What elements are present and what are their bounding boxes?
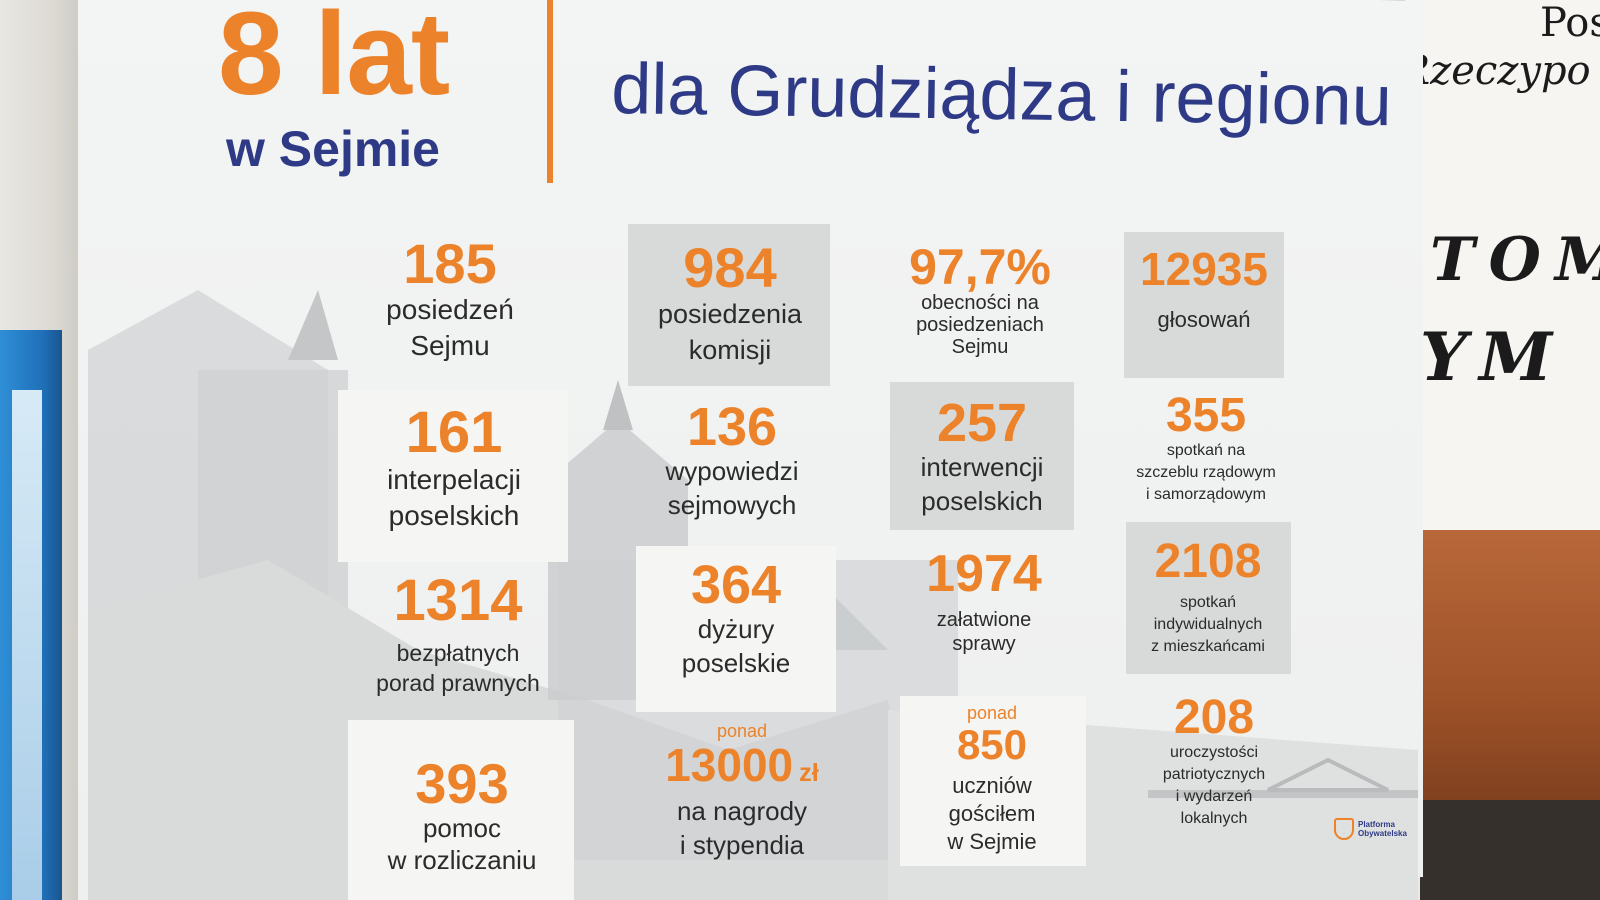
stat-label: pomoc (422, 813, 502, 843)
stat-item: ponad 13000 zł na nagrody i stypendia (665, 721, 819, 862)
stat-label: indywidualnych (1153, 616, 1263, 633)
logo-text: Platforma Obywatelska (1358, 820, 1407, 838)
stat-value: 364 (690, 555, 782, 615)
stat-label: poselskie (681, 648, 791, 678)
stat-label: załatwione (936, 609, 1032, 631)
stat-item: 208 uroczystości patriotycznych i wydarz… (1163, 694, 1265, 830)
stat-label: w Sejmie (947, 828, 1037, 854)
stat-value: 161 (405, 400, 503, 465)
stat-label: poselskich (388, 500, 520, 531)
tile-bg (636, 546, 836, 712)
wooden-panel (1420, 530, 1600, 810)
door-glass (12, 390, 42, 900)
stat-value: 850 (956, 720, 1028, 768)
stat-item: 97,7% obecności na posiedzeniach Sejmu (909, 242, 1051, 358)
stat-label: na nagrody (676, 795, 808, 826)
background-sign (1420, 0, 1600, 540)
stat-label: szczeblu rządowym (1136, 464, 1276, 481)
tile-bg (900, 696, 1086, 866)
stat-value-unit: zł (799, 758, 819, 787)
stat-label: posiedzeń (386, 294, 514, 325)
stat-label: wypowiedzi (665, 456, 799, 486)
stat-item: 364 dyżury poselskie (682, 558, 790, 680)
stat-item: 1974 załatwione sprawy (926, 548, 1042, 656)
title-in-sejm: w Sejmie (226, 121, 440, 177)
party-logo: Platforma Obywatelska (1334, 818, 1407, 840)
stat-label: lokalnych (1180, 810, 1248, 827)
tile-bg (1124, 232, 1284, 378)
logo-line-2: Obywatelska (1358, 829, 1407, 838)
stat-label: sejmowych (667, 490, 797, 520)
stat-label: porad prawnych (376, 670, 540, 696)
heart-shield-icon (1334, 818, 1354, 840)
title-divider (547, 0, 553, 183)
stat-item: 161 interpelacji poselskich (387, 404, 521, 534)
stat-value: 208 (1173, 691, 1255, 744)
headline: dla Grudziądza i regionu (610, 48, 1393, 142)
tile-bg (890, 382, 1074, 530)
background-sign-line-3: TOM (1430, 225, 1600, 295)
stat-label: sprawy (952, 633, 1016, 655)
stat-label: dyżury (697, 614, 775, 644)
background-sign-line-4: YM (1420, 318, 1565, 396)
background-sign-line-1: Pos (1540, 0, 1600, 46)
stat-value: 393 (415, 752, 509, 815)
stat-label: bezpłatnych (396, 640, 520, 666)
stat-prefix: ponad (716, 721, 768, 741)
stat-label: gościłem (948, 800, 1036, 826)
stat-label: z mieszkańcami (1151, 638, 1265, 655)
tile-bg (628, 224, 830, 386)
stat-label: spotkań (1179, 594, 1237, 611)
stat-item: 1314 bezpłatnych porad prawnych (376, 572, 540, 698)
stat-label: i stypendia (679, 829, 805, 860)
stat-label: interpelacji (387, 464, 521, 495)
stat-label: spotkań na (1166, 442, 1246, 459)
stat-value: 257 (936, 393, 1028, 453)
stat-label: Sejmu (410, 330, 490, 361)
stat-label: patriotycznych (1162, 766, 1266, 783)
stat-value: 1314 (393, 568, 523, 633)
stat-label: obecności na (921, 292, 1039, 314)
stat-label: uczniów (952, 772, 1032, 798)
tile-bg (338, 390, 568, 562)
stat-item: 257 interwencji poselskich (921, 396, 1044, 518)
stat-value: 1974 (926, 545, 1042, 603)
stat-item: 136 wypowiedzi sejmowych (666, 400, 799, 522)
stat-value: 12935 (1140, 243, 1268, 295)
stat-label: komisji (688, 335, 772, 365)
stat-label: głosowań (1157, 307, 1251, 332)
stat-label: poselskich (921, 486, 1043, 516)
stat-item: 393 pomoc w rozliczaniu (388, 756, 537, 876)
stat-label: uroczystości (1169, 744, 1259, 761)
background-sign-line-2: Rzeczypo (1400, 48, 1591, 94)
stat-value: 13000 zł (665, 742, 819, 788)
stat-item: 12935 głosowań (1140, 246, 1268, 340)
stat-value: 185 (403, 232, 497, 295)
stat-item: 185 posiedzeń Sejmu (386, 236, 514, 364)
stat-item: ponad 850 uczniów gościłem w Sejmie (947, 703, 1037, 856)
stat-label: i samorządowym (1145, 486, 1267, 503)
stat-value-number: 13000 (665, 738, 794, 791)
stat-item: 2108 spotkań indywidualnych z mieszkańca… (1151, 538, 1265, 658)
stat-label: posiedzeniach (916, 314, 1044, 336)
floor (1420, 800, 1600, 900)
stat-label: interwencji (920, 452, 1044, 482)
stat-value: 136 (686, 397, 778, 457)
stat-prefix: ponad (966, 703, 1018, 723)
stat-item: 355 spotkań na szczeblu rządowym i samor… (1136, 392, 1276, 506)
stat-value: 97,7% (909, 239, 1051, 295)
stat-value: 2108 (1154, 535, 1262, 588)
stat-item: 984 posiedzenia komisji (658, 240, 802, 368)
stat-value: 355 (1165, 389, 1247, 442)
tile-bg (1126, 522, 1291, 674)
stat-value: 984 (683, 236, 777, 299)
stat-label: i wydarzeń (1175, 788, 1253, 805)
tile-bg (348, 720, 574, 900)
stat-label: Sejmu (951, 336, 1009, 358)
logo-line-1: Platforma (1358, 820, 1395, 829)
title-years: 8 lat (218, 0, 450, 120)
stat-label: posiedzenia (657, 299, 803, 329)
stat-label: w rozliczaniu (387, 845, 537, 875)
